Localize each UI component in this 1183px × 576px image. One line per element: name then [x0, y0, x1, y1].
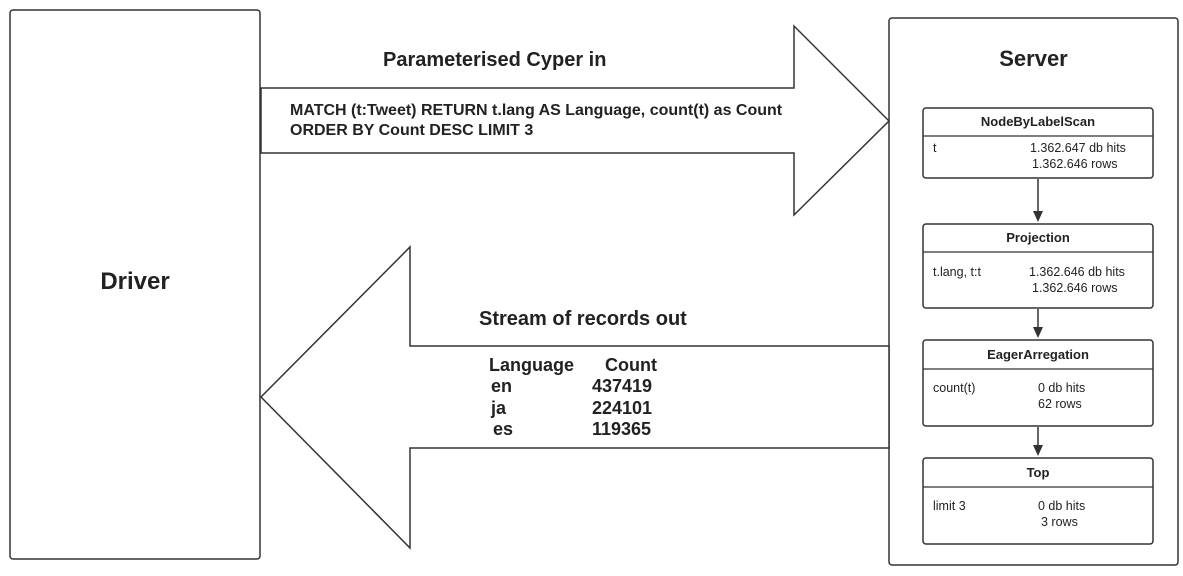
plan-op-stat: 0 db hits — [1038, 381, 1086, 395]
plan-op-name: Projection — [1006, 230, 1070, 245]
driver-box — [9, 9, 261, 560]
plan-op-name: NodeByLabelScan — [980, 114, 1096, 129]
plan-op-key: t — [933, 141, 937, 155]
request-arrow — [260, 24, 891, 217]
result-row-count: 224101 — [592, 398, 653, 418]
query-text: MATCH (t:Tweet) RETURN t.lang AS Languag… — [290, 101, 782, 141]
plan-arrowhead-3 — [1033, 445, 1043, 456]
driver-label: Driver — [100, 268, 170, 295]
plan-op-name: EagerArregation — [987, 347, 1089, 362]
query-line-1: MATCH (t:Tweet) RETURN t.lang AS Languag… — [290, 102, 783, 119]
result-header-count: Count — [605, 355, 657, 375]
response-title: Stream of records out — [479, 308, 687, 330]
result-header-language: Language — [489, 355, 575, 375]
plan-op-stat: 62 rows — [1038, 397, 1082, 411]
plan-arrowhead-2 — [1033, 327, 1043, 338]
response-arrow — [259, 245, 890, 550]
plan-op-stat: 1.362.646 rows — [1032, 281, 1118, 295]
plan-op-stat: 1.362.646 db hits — [1029, 265, 1125, 279]
plan-op-box-2 — [922, 223, 1154, 309]
server-label: Server — [999, 46, 1068, 71]
plan-op-key: limit 3 — [933, 499, 966, 513]
plan-op-stat: 1.362.646 rows — [1032, 157, 1118, 171]
plan-op-box-4 — [922, 457, 1154, 545]
result-row-count: 437419 — [592, 376, 653, 396]
result-row-count: 119365 — [592, 419, 652, 439]
plan-arrowhead-1 — [1033, 211, 1043, 222]
result-row-language: en — [491, 376, 513, 396]
plan-op-stat: 0 db hits — [1038, 499, 1086, 513]
result-row-language: ja — [491, 398, 507, 418]
plan-op-stat: 1.362.647 db hits — [1030, 141, 1126, 155]
plan-op-box-3 — [922, 339, 1154, 427]
plan-op-stat: 3 rows — [1041, 515, 1078, 529]
result-row-language: es — [493, 419, 514, 439]
plan-op-box-1 — [922, 107, 1154, 179]
plan-op-key: t.lang, t:t — [933, 265, 981, 279]
plan-op-key: count(t) — [933, 381, 976, 395]
request-title: Parameterised Cyper in — [383, 49, 607, 71]
query-line-2: ORDER BY Count DESC LIMIT 3 — [290, 122, 534, 139]
plan-op-name: Top — [1026, 465, 1050, 480]
